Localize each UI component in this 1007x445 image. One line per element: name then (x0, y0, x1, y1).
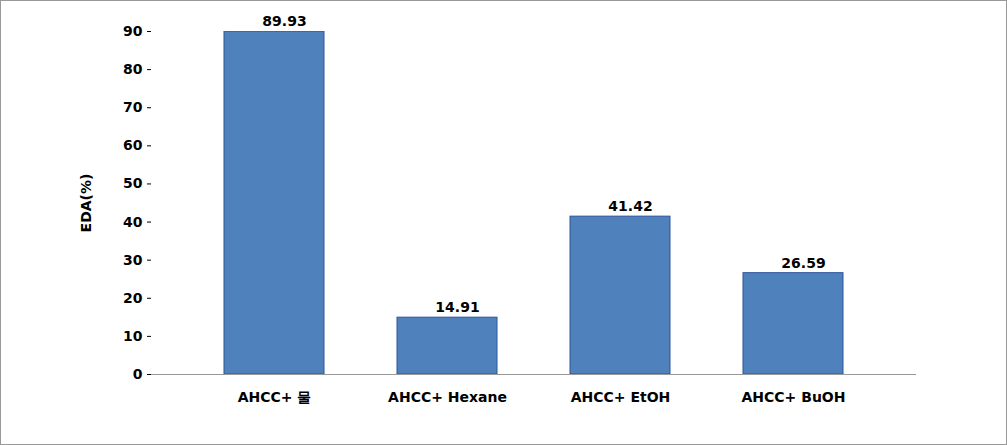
svg-text:50: 50 (123, 175, 143, 191)
svg-text:AHCC+ EtOH: AHCC+ EtOH (571, 389, 671, 405)
svg-text:20: 20 (123, 290, 143, 306)
svg-text:40: 40 (123, 214, 143, 230)
svg-text:10: 10 (123, 328, 143, 344)
svg-text:60: 60 (123, 137, 143, 153)
svg-text:EDA(%): EDA(%) (78, 174, 94, 233)
svg-text:90: 90 (123, 23, 143, 39)
svg-text:89.93: 89.93 (262, 13, 306, 29)
svg-text:AHCC+ 물: AHCC+ 물 (238, 389, 312, 405)
svg-text:14.91: 14.91 (435, 299, 479, 315)
svg-text:41.42: 41.42 (608, 198, 652, 214)
svg-text:30: 30 (123, 252, 143, 268)
svg-text:70: 70 (123, 99, 143, 115)
svg-text:26.59: 26.59 (781, 255, 825, 271)
svg-text:AHCC+ BuOH: AHCC+ BuOH (742, 389, 846, 405)
svg-text:AHCC+ Hexane: AHCC+ Hexane (388, 389, 507, 405)
svg-text:0: 0 (133, 366, 143, 382)
svg-text:80: 80 (123, 61, 143, 77)
